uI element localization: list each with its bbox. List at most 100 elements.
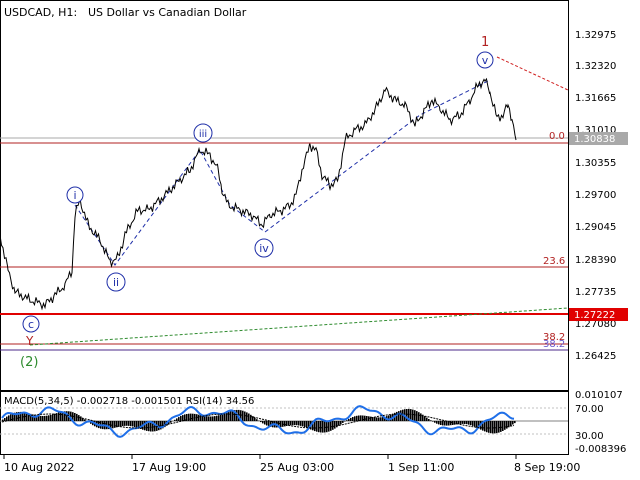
macd-bar: [228, 411, 230, 421]
macd-bar: [204, 415, 206, 421]
macd-bar: [80, 416, 82, 421]
macd-bar: [16, 412, 18, 421]
macd-bar: [248, 413, 250, 421]
macd-bar: [26, 412, 28, 421]
macd-bar: [452, 421, 454, 425]
macd-bar: [432, 421, 434, 422]
indicator-title: MACD(5,34,5) -0.002718 -0.001501 RSI(14)…: [4, 396, 254, 407]
indicator-axis-label: 0.010107: [575, 390, 623, 401]
macd-bar: [190, 413, 192, 421]
macd-bar: [180, 416, 182, 421]
macd-bar: [50, 414, 52, 421]
macd-bar: [442, 421, 444, 426]
macd-bar: [422, 414, 424, 421]
macd-bar: [306, 421, 308, 428]
macd-bar: [120, 421, 122, 427]
macd-bar: [308, 421, 310, 429]
macd-bar: [472, 421, 474, 426]
fib-label-0: 0.0: [549, 131, 565, 142]
price-label: 1.27735: [575, 287, 616, 298]
macd-bar: [144, 421, 146, 431]
macd-bar: [158, 421, 160, 431]
macd-bar: [298, 421, 300, 426]
macd-bar: [114, 421, 116, 428]
wave-path-dashed: [74, 79, 491, 266]
macd-bar: [370, 416, 372, 421]
macd-bar: [2, 419, 4, 421]
macd-bar: [494, 421, 496, 434]
macd-bar: [288, 421, 290, 426]
wave-label-i: i: [73, 189, 76, 202]
macd-bar: [294, 421, 296, 426]
macd-bar: [338, 421, 340, 426]
macd-bar: [208, 416, 210, 421]
macd-bar: [304, 421, 306, 428]
macd-bar: [184, 414, 186, 421]
support-price-tag: 1.27222: [569, 308, 628, 321]
wave-iii-marker: iii: [193, 123, 213, 143]
macd-bar: [72, 412, 74, 421]
wave-v-marker: v: [476, 51, 494, 69]
macd-bar: [286, 421, 288, 426]
red-projection-line: [496, 56, 569, 91]
macd-bar: [4, 418, 6, 421]
macd-bar: [492, 421, 494, 434]
macd-bar: [414, 410, 416, 421]
macd-bar: [60, 411, 62, 421]
macd-bar: [20, 411, 22, 421]
macd-bar: [112, 421, 114, 429]
macd-bar: [122, 421, 124, 427]
macd-bar: [318, 421, 320, 433]
price-label: 1.32975: [575, 30, 616, 41]
macd-bar: [348, 418, 350, 421]
macd-bar: [42, 416, 44, 421]
price-label: 1.26425: [575, 351, 616, 362]
macd-bar: [406, 409, 408, 421]
macd-bar: [210, 416, 212, 421]
macd-bar: [440, 421, 442, 425]
macd-histogram: [2, 408, 516, 434]
wave-label-2: (2): [20, 355, 38, 370]
time-label: 1 Sep 11:00: [388, 461, 454, 474]
wave-iv-marker: iv: [254, 238, 274, 258]
macd-bar: [316, 421, 318, 432]
macd-bar: [146, 421, 148, 431]
macd-bar: [474, 421, 476, 427]
price-label: 1.29045: [575, 222, 616, 233]
macd-bar: [176, 418, 178, 421]
macd-bar: [382, 417, 384, 421]
macd-bar: [322, 421, 324, 433]
macd-bar: [464, 421, 466, 424]
macd-bar: [118, 421, 120, 427]
macd-bar: [450, 421, 452, 426]
price-label: 1.32320: [575, 61, 616, 72]
macd-bar: [462, 421, 464, 424]
macd-bar: [512, 421, 514, 425]
macd-bar: [350, 417, 352, 421]
macd-bar: [244, 411, 246, 421]
indicator-axis-label: -0.008396: [575, 444, 626, 455]
macd-bar: [240, 410, 242, 421]
macd-bar: [270, 421, 272, 427]
macd-bar: [262, 421, 264, 424]
wave-i-marker: i: [66, 186, 84, 204]
macd-bar: [488, 421, 490, 433]
macd-bar: [428, 419, 430, 421]
macd-bar: [246, 412, 248, 421]
macd-bar: [360, 415, 362, 421]
macd-bar: [296, 421, 298, 426]
macd-bar: [448, 421, 450, 426]
macd-bar: [218, 415, 220, 421]
indicator-axis-label: 30.00: [575, 431, 604, 442]
macd-bar: [226, 412, 228, 421]
current-price-tag: 1.30838: [569, 132, 628, 145]
macd-bar: [418, 412, 420, 421]
macd-bar: [334, 421, 336, 429]
macd-bar: [500, 421, 502, 432]
macd-bar: [30, 413, 32, 421]
rsi-line: [1, 405, 515, 438]
macd-bar: [132, 421, 134, 427]
macd-bar: [28, 413, 30, 421]
macd-bar: [408, 408, 410, 421]
